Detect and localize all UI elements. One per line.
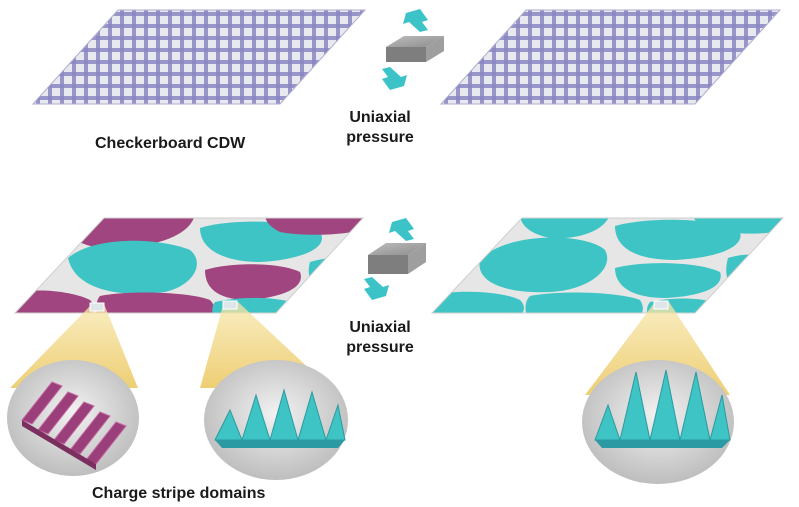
checkerboard-plane-left <box>31 9 367 105</box>
pressure-top-line2: pressure <box>346 129 414 146</box>
pressure-bottom-line2: pressure <box>346 339 414 356</box>
uniaxial-pressure-top-label: Uniaxial pressure <box>330 108 430 148</box>
uniaxial-pressure-bottom-label: Uniaxial pressure <box>330 318 430 358</box>
inset-magenta-stripes <box>7 360 139 476</box>
arrow-top-up-icon <box>382 67 407 90</box>
checkerboard-plane-right <box>439 9 782 105</box>
inset-cyan-wave-left <box>204 360 348 480</box>
inset-cyan-wave-right <box>582 360 734 484</box>
arrow-top-down-icon <box>403 9 428 32</box>
domain-plane-right <box>432 218 783 313</box>
pressure-bottom-line1: Uniaxial <box>349 319 411 336</box>
arrow-bottom-up-icon <box>364 277 389 300</box>
arrow-bottom-down-icon <box>389 218 414 241</box>
checkerboard-cdw-label: Checkerboard CDW <box>95 135 246 152</box>
pressure-block-bottom <box>368 243 426 274</box>
pressure-top-line1: Uniaxial <box>349 109 411 126</box>
pressure-block-top <box>386 36 444 62</box>
charge-stripe-domains-label: Charge stripe domains <box>92 485 266 502</box>
